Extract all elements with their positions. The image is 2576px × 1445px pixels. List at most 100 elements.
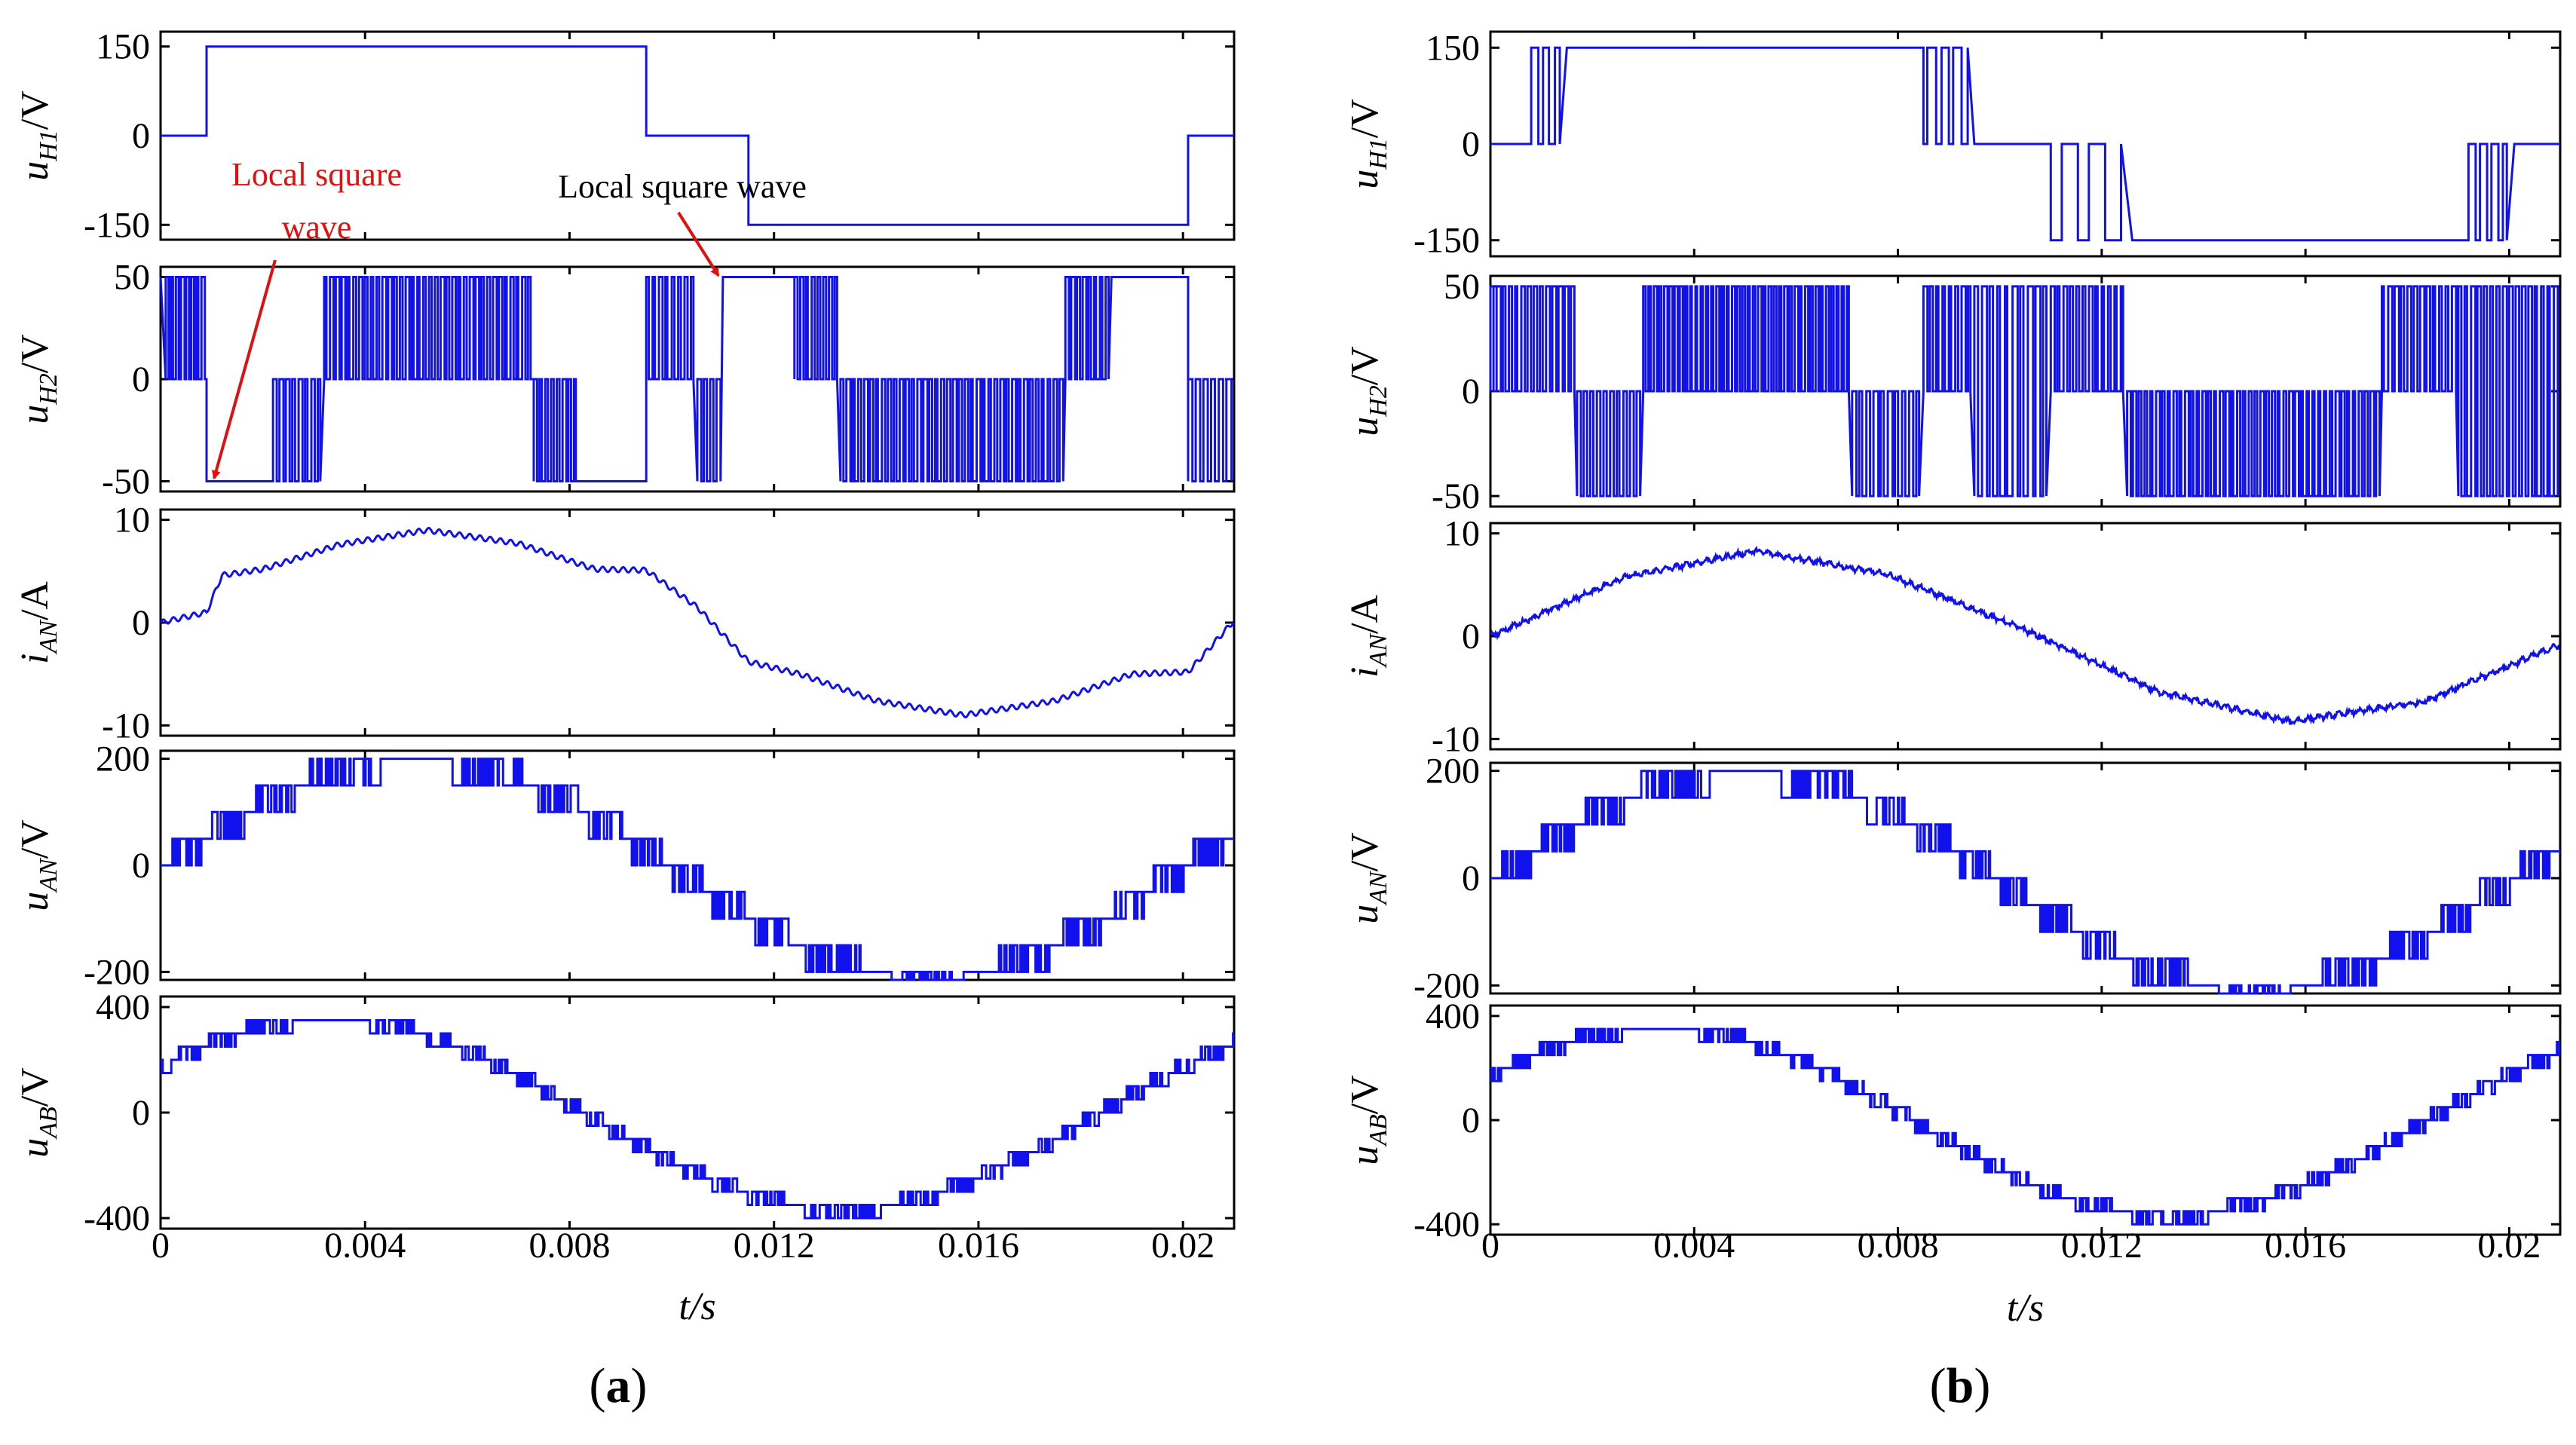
- y-axis-label: iAN/A: [1343, 595, 1392, 678]
- waveform-trace: [1490, 46, 2560, 242]
- y-label-sub: AN: [35, 857, 63, 893]
- waveform-trace: [159, 526, 1235, 719]
- annotation-local-square-wave-1: Local square wave: [231, 156, 402, 246]
- y-label-var: u: [14, 892, 57, 911]
- plot-frame: [159, 508, 1236, 737]
- y-tick-label: 400: [1426, 996, 1480, 1036]
- y-label-unit: /V: [14, 334, 57, 373]
- y-tick-label: 400: [96, 987, 150, 1027]
- y-label-var: u: [1343, 417, 1386, 436]
- annotation-arrow: [211, 259, 277, 480]
- x-tick-label: 0.02: [2477, 1226, 2541, 1266]
- y-label-unit: /A: [14, 581, 57, 620]
- waveform-trace: [1490, 545, 2560, 726]
- subplot-b-1: 150 0 -150 uH1/V: [1343, 28, 2562, 261]
- y-label-unit: /V: [14, 819, 57, 859]
- y-axis-label: uAN/V: [14, 819, 63, 911]
- x-tick-label: 0.016: [938, 1226, 1019, 1266]
- x-label-unit: /s: [688, 1285, 716, 1328]
- y-tick-label: -10: [1432, 719, 1480, 759]
- y-label-sub: AB: [35, 1107, 63, 1140]
- waveform-trace: [161, 758, 1234, 981]
- y-label-sub: AN: [1365, 870, 1392, 906]
- y-tick-label: 0: [1462, 859, 1480, 899]
- chart-panel-b: 1500-150uH1/V500-50uH2/V100-10iAN/A2000-…: [1343, 28, 2562, 1413]
- y-label-unit: /V: [1343, 346, 1386, 385]
- y-label-sub: AN: [35, 619, 63, 655]
- x-tick-label: 0: [152, 1226, 170, 1266]
- y-label-var: u: [14, 405, 57, 424]
- annotation-local-square-wave-2: Local square wave: [558, 168, 807, 205]
- subplot-a-3: 10 0 -10 iAN/A: [14, 501, 1236, 745]
- waveform-trace: [160, 1019, 1235, 1220]
- y-tick-label: -150: [84, 205, 150, 245]
- y-tick-label: 200: [96, 739, 150, 779]
- y-tick-label: -200: [84, 952, 150, 992]
- x-tick-label: 0.004: [324, 1226, 406, 1266]
- y-tick-label: -50: [102, 461, 150, 501]
- y-label-unit: /V: [1343, 99, 1386, 138]
- x-label-var: t: [678, 1285, 691, 1328]
- annotation-line: Local square: [231, 156, 402, 193]
- y-axis-label: uH2/V: [14, 334, 63, 424]
- x-label-unit: /s: [2015, 1287, 2044, 1330]
- subplot-a-5: 400 0 -400 uAB/V: [14, 987, 1236, 1238]
- panel-label: (a): [590, 1358, 648, 1413]
- y-label-var: u: [1343, 1146, 1386, 1165]
- y-tick-label: 0: [1462, 124, 1480, 164]
- x-tick-label: 0.008: [1858, 1226, 1939, 1266]
- y-tick-label: -10: [102, 706, 150, 745]
- x-tick-label: 0.012: [2061, 1226, 2143, 1266]
- x-axis-label: t/s: [678, 1285, 715, 1328]
- panel-letter: a: [606, 1358, 631, 1413]
- y-tick-label: 10: [1444, 514, 1480, 554]
- y-label-var: u: [1343, 905, 1386, 924]
- y-tick-label: 150: [96, 27, 150, 67]
- y-tick-label: 150: [1426, 28, 1480, 68]
- y-label-unit: /V: [1343, 1075, 1386, 1114]
- y-axis-label: uH1/V: [1343, 99, 1392, 189]
- x-tick-label: 0.004: [1653, 1226, 1735, 1266]
- annotation-arrow: [677, 211, 720, 277]
- y-label-unit: /A: [1343, 595, 1386, 634]
- plot-frame: [159, 995, 1236, 1230]
- y-axis-label: uAB/V: [1343, 1075, 1392, 1165]
- y-tick-label: 50: [114, 258, 150, 298]
- subplot-a-2: 50 0 -50 uH2/V: [14, 258, 1236, 501]
- panel-paren: ): [1974, 1358, 1990, 1413]
- y-tick-label: 0: [132, 603, 150, 643]
- waveform-trace: [1490, 770, 2560, 995]
- panel-paren: (: [1930, 1358, 1947, 1413]
- x-label-var: t: [2007, 1287, 2019, 1330]
- y-tick-label: 0: [1462, 617, 1480, 657]
- y-axis-label: uH1/V: [14, 90, 63, 181]
- panel-paren: (: [590, 1358, 606, 1413]
- y-label-sub: AN: [1365, 632, 1392, 669]
- subplot-b-3: 10 0 -10 iAN/A: [1343, 514, 2562, 759]
- y-tick-label: 0: [1462, 372, 1480, 412]
- y-tick-label: 0: [1462, 1101, 1480, 1140]
- x-tick-label: 0.016: [2265, 1226, 2346, 1266]
- y-label-sub: AB: [1365, 1114, 1392, 1147]
- y-tick-label: -400: [1414, 1205, 1480, 1244]
- y-label-unit: /V: [14, 90, 57, 130]
- y-tick-label: -50: [1432, 476, 1480, 516]
- subplot-a-1: 150 0 -150 uH1/V: [14, 27, 1236, 245]
- y-tick-label: 10: [114, 501, 150, 540]
- y-axis-label: uH2/V: [1343, 346, 1392, 436]
- waveform-trace: [1490, 1027, 2561, 1226]
- subplot-b-5: 400 0 -400 uAB/V: [1343, 996, 2562, 1244]
- panel-letter: b: [1947, 1358, 1974, 1413]
- chart-panel-a: 1500-150uH1/V500-50uH2/V100-10iAN/A2000-…: [14, 27, 1236, 1413]
- y-axis-label: iAN/A: [14, 581, 63, 664]
- y-label-var: i: [1343, 667, 1386, 678]
- annotation-line: wave: [282, 209, 352, 246]
- panel-label: (b): [1930, 1358, 1991, 1413]
- y-label-sub: H2: [35, 373, 63, 406]
- waveform-trace: [159, 276, 1233, 482]
- panel-paren: ): [631, 1358, 648, 1413]
- y-tick-label: 0: [132, 116, 150, 156]
- x-tick-label: 0: [1481, 1226, 1499, 1266]
- y-tick-label: -200: [1414, 966, 1480, 1006]
- y-label-sub: H1: [1365, 138, 1392, 170]
